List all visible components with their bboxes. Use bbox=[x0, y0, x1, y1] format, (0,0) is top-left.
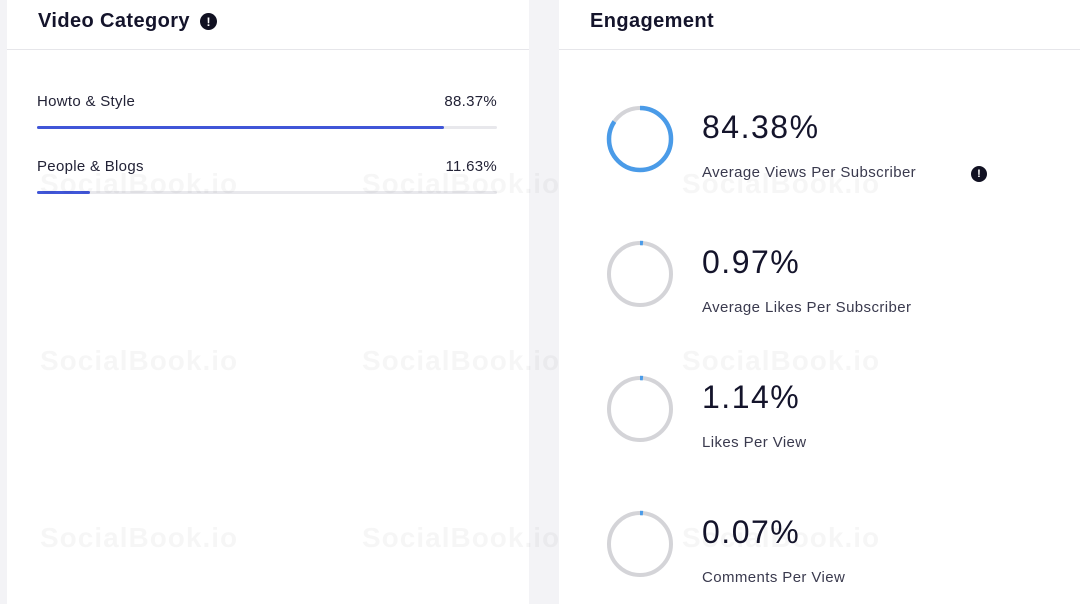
engagement-metric: 84.38% Average Views Per Subscriber ! bbox=[605, 104, 1065, 194]
progress-ring bbox=[606, 240, 674, 308]
ring-fill bbox=[606, 510, 674, 578]
metric-value: 0.07% bbox=[702, 514, 801, 550]
engagement-panel: Engagement 84.38% Average Views Per Subs… bbox=[559, 0, 1080, 604]
ring-fill bbox=[606, 105, 674, 173]
video-category-panel: Video Category ! Howto & Style 88.37% Pe… bbox=[7, 0, 529, 604]
progress-ring bbox=[606, 510, 674, 578]
ring-track bbox=[607, 376, 673, 442]
category-progress-fill bbox=[37, 126, 444, 129]
metric-value: 0.97% bbox=[702, 244, 801, 280]
category-list: Howto & Style 88.37% People & Blogs 11.6… bbox=[37, 93, 497, 223]
info-icon[interactable]: ! bbox=[199, 13, 217, 30]
category-progress-track bbox=[37, 191, 497, 194]
engagement-header: Engagement bbox=[559, 0, 1080, 50]
category-label: Howto & Style bbox=[37, 93, 136, 110]
category-progress-track bbox=[37, 126, 497, 129]
metric-value: 84.38% bbox=[702, 109, 820, 145]
metric-value: 1.14% bbox=[702, 379, 801, 415]
ring-track bbox=[607, 241, 673, 307]
category-item: People & Blogs 11.63% bbox=[37, 158, 497, 223]
category-label: People & Blogs bbox=[37, 158, 144, 175]
engagement-metric: 0.07% Comments Per View bbox=[605, 509, 1065, 599]
metric-label: Comments Per View bbox=[702, 569, 846, 586]
metric-label: Likes Per View bbox=[702, 434, 807, 451]
engagement-metric: 1.14% Likes Per View bbox=[605, 374, 1065, 464]
ring-track bbox=[607, 511, 673, 577]
progress-ring bbox=[606, 375, 674, 443]
progress-ring bbox=[606, 105, 674, 173]
metric-label: Average Likes Per Subscriber bbox=[702, 299, 912, 316]
ring-fill bbox=[606, 240, 674, 308]
category-percent: 11.63% bbox=[445, 158, 497, 175]
metric-label: Average Views Per Subscriber bbox=[702, 164, 917, 181]
category-item: Howto & Style 88.37% bbox=[37, 93, 497, 158]
info-icon[interactable]: ! bbox=[971, 166, 987, 182]
category-progress-fill bbox=[37, 191, 91, 194]
video-category-title: Video Category bbox=[38, 10, 190, 32]
category-percent: 88.37% bbox=[444, 93, 497, 110]
engagement-title: Engagement bbox=[590, 10, 715, 32]
engagement-metric: 0.97% Average Likes Per Subscriber bbox=[605, 239, 1065, 329]
video-category-header: Video Category ! bbox=[7, 0, 529, 50]
ring-fill bbox=[606, 375, 674, 443]
